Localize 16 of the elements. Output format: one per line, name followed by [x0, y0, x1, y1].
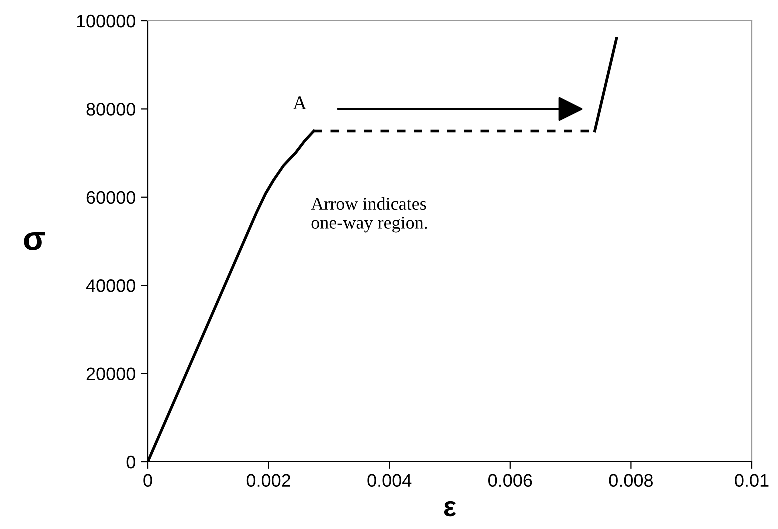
- y-tick-label: 20000: [86, 368, 136, 381]
- y-tick-label: 60000: [86, 191, 136, 204]
- y-axis-title: σ: [24, 232, 46, 250]
- x-tick-label: 0.01: [735, 474, 769, 488]
- annotation: Arrow indicates one-way region.: [311, 197, 428, 233]
- y-tick-label: 100000: [77, 14, 136, 28]
- x-tick-label: 0.004: [368, 474, 412, 488]
- x-tick-label: 0.008: [609, 474, 654, 488]
- x-tick-label: 0.006: [488, 474, 532, 488]
- y-tick-label: 80000: [86, 103, 136, 116]
- x-tick-label: 0: [144, 474, 152, 488]
- y-tick-label: 40000: [86, 280, 136, 292]
- annotation: A: [293, 96, 307, 110]
- x-axis-title: ε: [444, 501, 456, 517]
- x-tick-label: 0.002: [246, 474, 290, 488]
- y-tick-label: 0: [126, 456, 136, 469]
